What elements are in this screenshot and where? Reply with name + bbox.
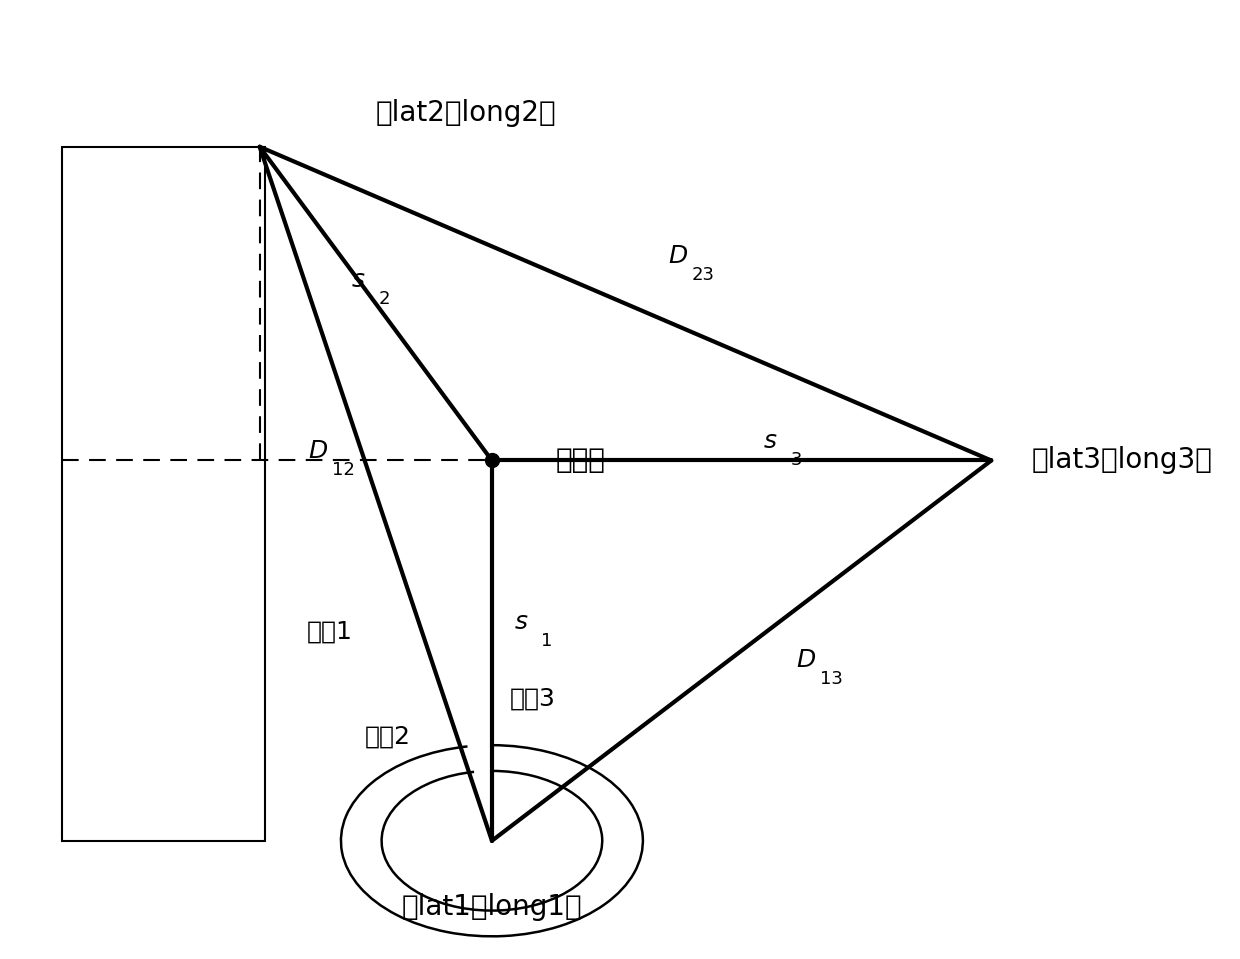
Text: （lat2，long2）: （lat2，long2）	[376, 100, 557, 128]
Text: D: D	[796, 648, 815, 672]
Text: 2: 2	[378, 290, 389, 308]
Bar	[62, 147, 265, 841]
Text: 23: 23	[692, 266, 714, 284]
Point	[482, 453, 502, 468]
Text: D: D	[668, 245, 687, 269]
Text: 3: 3	[790, 452, 802, 470]
Text: 角度3: 角度3	[510, 686, 556, 711]
Text: 1: 1	[541, 632, 552, 650]
Text: s: s	[352, 268, 365, 292]
Text: 定位器: 定位器	[556, 447, 605, 475]
Text: 角度2: 角度2	[365, 724, 410, 748]
Text: s: s	[764, 430, 777, 454]
Text: 12: 12	[332, 461, 355, 479]
Text: 13: 13	[820, 670, 842, 689]
Text: D: D	[308, 439, 327, 463]
Text: 角度1: 角度1	[306, 620, 352, 643]
Text: （lat3，long3）: （lat3，long3）	[1032, 447, 1213, 475]
Text: （lat1，long1）: （lat1，long1）	[402, 893, 583, 921]
Text: s: s	[515, 610, 527, 634]
